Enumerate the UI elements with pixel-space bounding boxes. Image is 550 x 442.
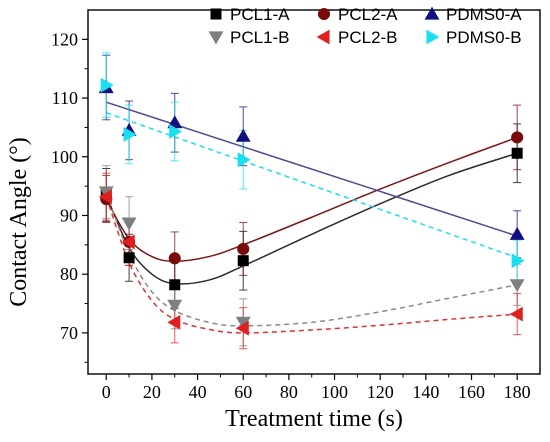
data-point-pdms0-b [123,127,137,142]
x-tick-label: 140 [412,382,439,402]
y-axis-title: Contact Angle (°) [6,137,32,307]
legend-label-pcl1-b: PCL1-B [230,28,290,47]
x-tick-label: 80 [280,382,298,402]
legend-label-pcl1-a: PCL1-A [230,5,290,24]
fit-curves [105,101,518,334]
data-point-pcl1-a [511,147,523,159]
data-point-pcl2-a [237,242,250,255]
data-point-pdms0-b [237,152,251,168]
x-tick-label: 60 [234,382,252,402]
legend-label-pcl2-a: PCL2-A [338,5,398,24]
legend-marker-pcl2-a [317,7,331,21]
fit-curve-pcl2-b [105,196,518,334]
data-point-pcl2-b [235,320,249,336]
fit-curve-pdms0-b [106,112,518,259]
data-point-pdms0-a [235,128,251,142]
data-point-pdms0-a [509,226,525,240]
data-point-pdms0-a [167,115,183,129]
data-point-pcl1-a [123,252,135,264]
data-point-pcl2-b [98,189,112,205]
y-tick-label: 120 [51,29,78,49]
x-tick-label: 100 [321,382,348,402]
data-point-pcl1-a [237,255,249,267]
plot-frame [87,9,541,375]
data-point-pcl2-b [509,306,523,322]
data-point-pcl1-b [167,299,183,313]
data-point-pdms0-b [511,253,525,269]
fit-curve-pdms0-a [106,101,518,237]
data-point-pcl1-b [509,279,525,293]
legend-label-pcl2-b: PCL2-B [338,28,398,47]
legend-label-pdms0-a: PDMS0-A [446,5,522,24]
legend-marker-pcl1-a [210,8,222,20]
legend-marker-pcl2-b [316,29,330,45]
x-tick-label: 40 [189,382,207,402]
data-point-pcl2-a [168,252,181,265]
data-point-pcl2-b [167,314,181,330]
data-point-pdms0-b [169,124,183,139]
x-tick-label: 0 [102,382,111,402]
y-tick-label: 110 [52,88,78,108]
x-axis-title: Treatment time (s) [225,406,403,432]
legend-label-pdms0-b: PDMS0-B [446,28,522,47]
x-tick-label: 20 [143,382,161,402]
y-tick-label: 100 [51,147,78,167]
data-point-pcl1-a [169,279,181,291]
legend: PCL1-A PCL2-A PDMS0-A PCL1-B PCL2-B PDMS0-B [208,5,522,47]
fit-curve-pcl1-a [105,152,518,285]
data-point-pcl2-b [121,234,135,250]
data-point-pdms0-b [100,77,114,93]
axis-ticks: 0 20 40 60 80 100 120 140 160 180 70 80 90 100 110 120 [51,29,531,402]
legend-marker-pdms0-a [424,6,440,20]
data-markers [98,77,525,336]
legend-marker-pcl1-b [208,31,224,45]
y-tick-label: 80 [60,264,78,284]
fit-curve-pcl2-a [105,136,518,263]
y-tick-label: 90 [60,205,78,225]
data-point-pcl2-a [511,131,524,144]
data-point-pcl1-b [235,316,251,330]
y-tick-label: 70 [60,323,78,343]
x-tick-label: 180 [504,382,531,402]
data-point-pcl1-b [121,217,137,231]
x-tick-label: 160 [458,382,485,402]
fit-curve-pcl1-b [105,191,518,327]
legend-marker-pdms0-b [426,29,440,45]
x-tick-label: 120 [367,382,394,402]
